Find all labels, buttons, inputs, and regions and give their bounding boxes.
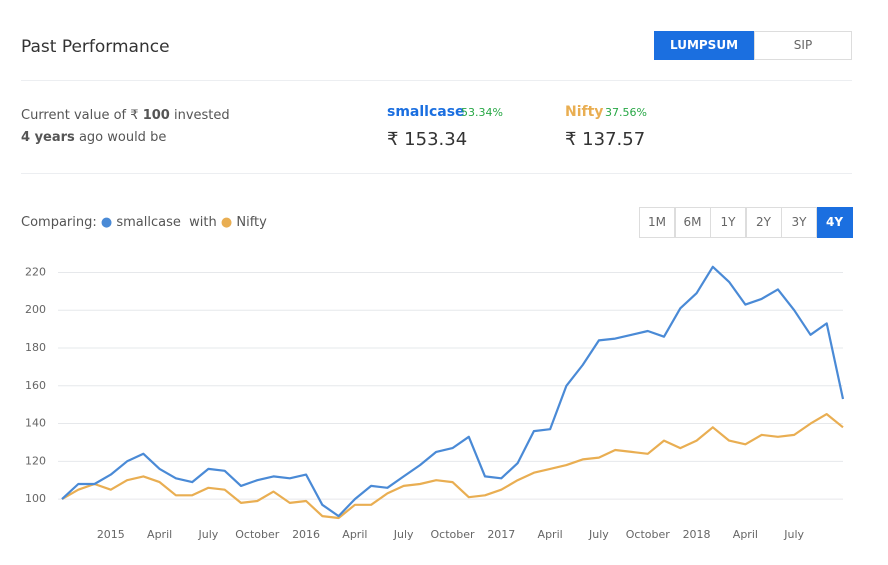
text: with (189, 215, 217, 230)
period-button[interactable]: 3Y (781, 207, 817, 238)
y-tick-label: 100 (25, 492, 46, 505)
y-tick-label: 180 (25, 341, 46, 354)
divider (21, 80, 852, 81)
legend-label: Nifty (236, 215, 267, 230)
summary-line: Current value of ₹ 100 invested (21, 108, 230, 123)
item-value: ₹ 153.34 (387, 129, 468, 150)
tab[interactable]: SIP (754, 31, 852, 60)
y-tick-label: 200 (25, 303, 46, 316)
x-tick-label: 2018 (683, 528, 711, 541)
item-value: ₹ 137.57 (565, 129, 646, 150)
x-tick-label: July (783, 528, 804, 541)
x-tick-label: October (430, 528, 474, 541)
y-tick-label: 140 (25, 417, 46, 430)
x-tick-label: April (147, 528, 172, 541)
y-tick-label: 220 (25, 265, 46, 278)
series-line (61, 265, 845, 518)
item-name: Nifty (565, 104, 604, 120)
tab[interactable]: LUMPSUM (654, 31, 754, 60)
x-tick-label: 2015 (97, 528, 125, 541)
text: Current value of ₹ (21, 108, 139, 123)
text: ago would be (78, 130, 167, 145)
y-tick-label: 160 (25, 379, 46, 392)
period-button[interactable]: 2Y (745, 207, 782, 238)
x-tick-label: April (342, 528, 367, 541)
period-button[interactable]: 1Y (710, 207, 746, 238)
legend-label: smallcase (116, 215, 181, 230)
legend-dot: ● (220, 215, 233, 230)
series-line (61, 413, 844, 520)
divider (21, 173, 852, 174)
summary-line: 4 years ago would be (21, 130, 166, 145)
x-tick-label: July (393, 528, 414, 541)
legend-dot: ● (100, 215, 113, 230)
legend: Comparing: ● smallcase with ● Nifty (21, 215, 267, 230)
item-name: smallcase (387, 104, 465, 120)
text: invested (173, 108, 230, 123)
text: Comparing: (21, 215, 97, 230)
x-tick-label: October (235, 528, 279, 541)
period-button[interactable]: 4Y (816, 207, 853, 238)
x-tick-label: October (626, 528, 670, 541)
chart: 100 120 140 160 180 200 220 2015 April July Octobe… (25, 265, 845, 541)
period-button[interactable]: 6M (674, 207, 711, 238)
period: 4 years (21, 130, 75, 145)
item-return: 53.34% (461, 106, 503, 119)
x-tick-label: July (588, 528, 609, 541)
y-tick-label: 120 (25, 454, 46, 467)
x-tick-label: 2017 (487, 528, 515, 541)
title: Past Performance (21, 37, 170, 57)
period-button[interactable]: 1M (639, 207, 675, 238)
x-tick-label: April (538, 528, 563, 541)
item-return: 37.56% (605, 106, 647, 119)
x-tick-label: July (198, 528, 219, 541)
amount: 100 (142, 108, 170, 123)
x-tick-label: April (733, 528, 758, 541)
x-tick-label: 2016 (292, 528, 320, 541)
